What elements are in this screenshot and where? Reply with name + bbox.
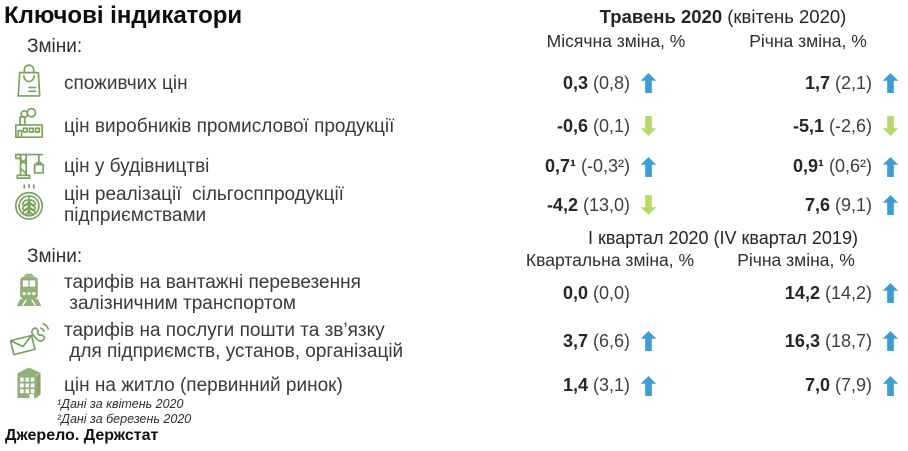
monthly-change-value: -4,2 <box>546 194 578 215</box>
annual-change-prev: (9,1) <box>834 194 872 215</box>
table-row-rail-freight-tariffs: тарифів на вантажні перевезення залізнич… <box>0 268 908 318</box>
trend-arrow-icon <box>872 73 908 93</box>
table-row-consumer-prices: споживчих цін 0,3 (0,8) 1,7 (2,1) <box>0 60 908 106</box>
column-header-annual-change: Річна зміна, % <box>737 250 855 270</box>
changes-label-monthly: Зміни: <box>27 36 83 57</box>
monthly-change-value: -0,6 <box>556 115 588 136</box>
annual-change-prev: (-2,6) <box>828 115 872 136</box>
trend-arrow-icon <box>872 195 908 215</box>
annual-change-value: 1,7 <box>804 72 830 93</box>
period-current: Травень 2020 <box>599 6 723 27</box>
trend-arrow-icon <box>872 116 908 136</box>
crane-icon <box>13 146 45 187</box>
table-row-construction-prices: цін у будівництві 0,7¹ (-0,3²) 0,9¹ (0,6²) <box>0 146 908 182</box>
table-row-post-communication-tariffs: тарифів на послуги пошти та зв’язку для … <box>0 318 908 364</box>
annual-change-value: 16,3 <box>784 330 820 351</box>
quarterly-change-prev: (6,6) <box>592 330 630 351</box>
table-row-housing-prices: цін на житло (первинний ринок) 1,4 (3,1) … <box>0 364 908 399</box>
mail-icon <box>9 321 50 362</box>
indicator-label: цін на житло (первинний ринок) <box>64 375 343 396</box>
footnote-1: ¹Дані за квітень 2020 <box>57 397 184 411</box>
column-header-quarterly-change: Квартальна зміна, % <box>525 250 695 270</box>
monthly-change-prev: (0,8) <box>592 72 630 93</box>
trend-arrow-icon <box>872 331 908 351</box>
annual-change-value: 7,6 <box>804 194 830 215</box>
table-row-agricultural-prices: цін реалізації сільгосппродукції підприє… <box>0 182 908 228</box>
building-icon <box>13 364 45 407</box>
trend-arrow-icon <box>630 283 666 303</box>
train-icon <box>14 272 44 315</box>
indicator-label: споживчих цін <box>64 72 188 94</box>
monthly-change-prev: (13,0) <box>582 194 630 215</box>
indicator-label: тарифів на вантажні перевезення залізнич… <box>64 272 361 314</box>
trend-arrow-icon <box>872 283 908 303</box>
indicator-label: цін у будівництві <box>64 156 210 177</box>
annual-change-prev: (2,1) <box>834 72 872 93</box>
factory-icon <box>12 107 46 145</box>
quarterly-change-value: 0,0 <box>562 282 588 303</box>
annual-change-prev: (14,2) <box>824 282 872 303</box>
trend-arrow-icon <box>872 156 908 177</box>
footnotes: ¹Дані за квітень 2020 ²Дані за березень … <box>57 397 191 427</box>
trend-arrow-icon <box>630 195 666 215</box>
monthly-indicators-table: споживчих цін 0,3 (0,8) 1,7 (2,1) цін виро… <box>0 60 908 228</box>
annual-change-prev: (18,7) <box>824 330 872 351</box>
trend-arrow-icon <box>630 156 666 177</box>
quarterly-indicators-table: тарифів на вантажні перевезення залізнич… <box>0 268 908 399</box>
page-title: Ключові індикатори <box>4 2 243 29</box>
indicator-label: тарифів на послуги пошти та зв’язку для … <box>64 320 404 362</box>
changes-label-quarterly: Зміни: <box>27 246 83 267</box>
trend-arrow-icon <box>630 331 666 351</box>
monthly-change-prev: (0,1) <box>592 115 630 136</box>
indicator-label: цін виробників промислової продукції <box>64 115 395 137</box>
quarterly-change-value: 3,7 <box>562 330 588 351</box>
annual-change-prev: (7,9) <box>834 375 872 395</box>
monthly-change-value: 0,3 <box>562 72 588 93</box>
annual-change-prev: (0,6²) <box>828 156 872 176</box>
table-row-producer-prices: цін виробників промислової продукції -0,… <box>0 106 908 146</box>
annual-change-value: 0,9¹ <box>792 156 824 176</box>
annual-change-value: 14,2 <box>784 282 820 303</box>
annual-change-value: -5,1 <box>792 115 824 136</box>
trend-arrow-icon <box>630 116 666 136</box>
wheat-icon <box>12 183 46 228</box>
trend-arrow-icon <box>630 375 666 396</box>
quarterly-change-prev: (3,1) <box>592 375 630 395</box>
column-header-monthly-change: Місячна зміна, % <box>546 31 686 51</box>
footnote-2: ²Дані за березень 2020 <box>57 412 192 426</box>
period-header-quarterly: І квартал 2020 (IV квартал 2019) <box>588 228 858 248</box>
column-header-annual-change: Річна зміна, % <box>749 31 867 51</box>
quarterly-change-value: 1,4 <box>562 375 588 395</box>
trend-arrow-icon <box>630 73 666 93</box>
quarterly-change-prev: (0,0) <box>592 282 630 303</box>
shopping-bag-icon <box>15 62 43 105</box>
source-label: Джерело. Держстат <box>5 427 159 444</box>
monthly-change-prev: (-0,3²) <box>581 156 630 176</box>
monthly-change-value: 0,7¹ <box>544 156 576 176</box>
period-previous: (квітень 2020) <box>727 6 847 27</box>
period-header-monthly: Травень 2020 (квітень 2020) <box>540 6 906 28</box>
annual-change-value: 7,0 <box>804 375 830 395</box>
trend-arrow-icon <box>872 375 908 396</box>
indicator-label: цін реалізації сільгосппродукції підприє… <box>64 184 344 226</box>
